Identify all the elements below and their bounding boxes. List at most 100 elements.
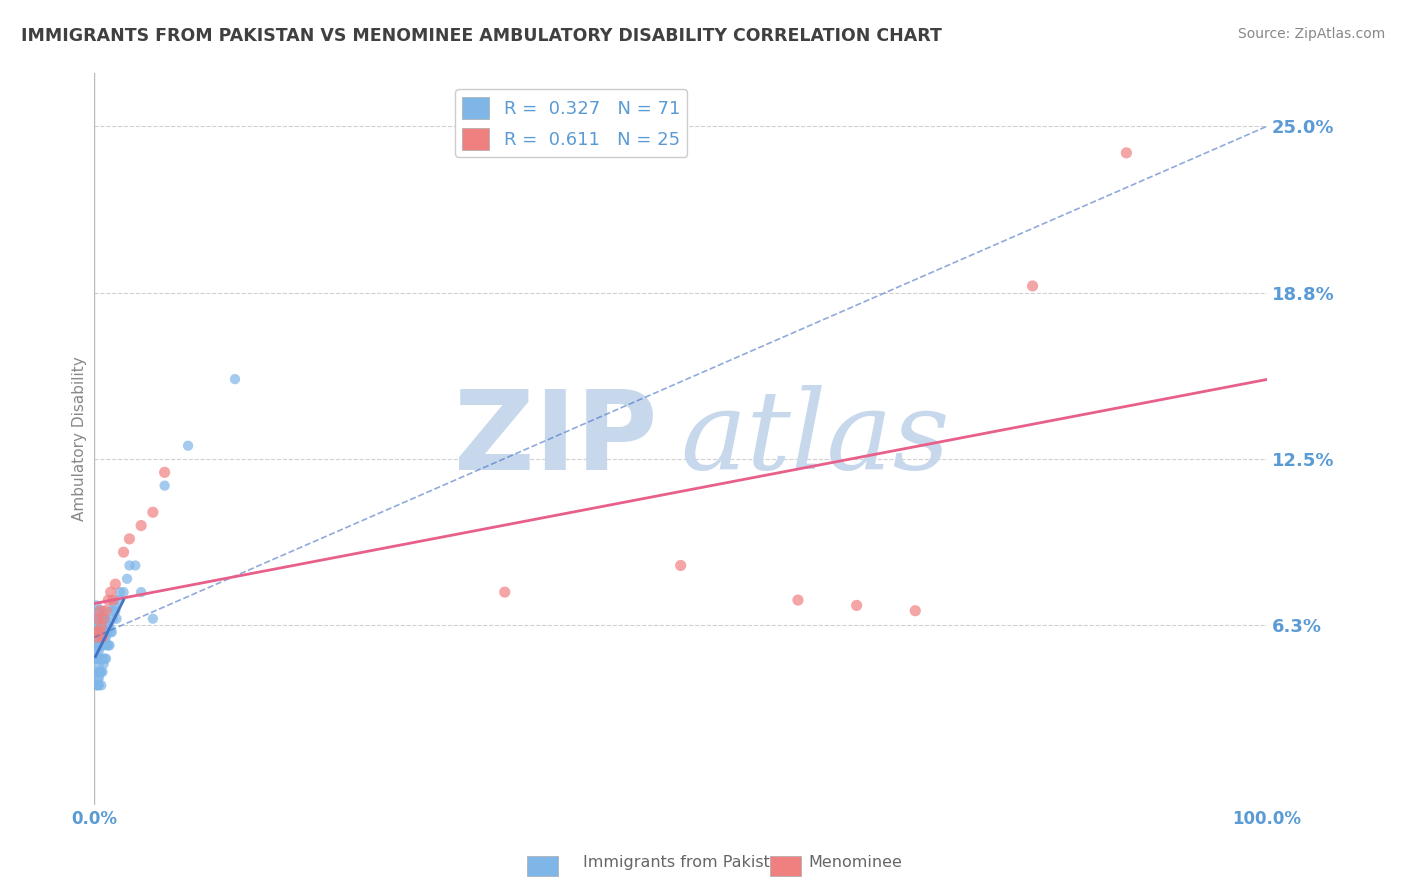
Legend: R =  0.327   N = 71, R =  0.611   N = 25: R = 0.327 N = 71, R = 0.611 N = 25 bbox=[456, 89, 688, 157]
Point bbox=[90, 638, 112, 652]
Point bbox=[90, 678, 112, 692]
Point bbox=[86, 620, 108, 634]
Point bbox=[89, 612, 111, 626]
Point bbox=[94, 604, 117, 618]
Point bbox=[103, 599, 125, 613]
Point bbox=[118, 532, 141, 546]
Point bbox=[1115, 145, 1137, 160]
Y-axis label: Ambulatory Disability: Ambulatory Disability bbox=[72, 357, 87, 522]
Point bbox=[86, 678, 108, 692]
Point bbox=[87, 612, 110, 626]
Point bbox=[84, 625, 107, 640]
Point bbox=[87, 678, 110, 692]
Point bbox=[89, 665, 111, 679]
Text: Immigrants from Pakistan: Immigrants from Pakistan bbox=[583, 855, 790, 870]
Point bbox=[93, 625, 115, 640]
Point bbox=[97, 620, 120, 634]
Point bbox=[124, 558, 146, 573]
Point bbox=[86, 631, 108, 645]
Point bbox=[90, 665, 112, 679]
Point bbox=[84, 638, 107, 652]
Point bbox=[86, 631, 108, 645]
Point bbox=[1021, 279, 1043, 293]
Point bbox=[91, 631, 114, 645]
Point bbox=[87, 643, 110, 657]
Point bbox=[90, 620, 112, 634]
Point bbox=[87, 631, 110, 645]
Point bbox=[94, 612, 117, 626]
Point bbox=[89, 604, 111, 618]
Point bbox=[87, 651, 110, 665]
Point bbox=[86, 651, 108, 665]
Point bbox=[669, 558, 692, 573]
Point bbox=[153, 465, 176, 479]
Point bbox=[87, 604, 110, 618]
Point bbox=[89, 638, 111, 652]
Point bbox=[104, 604, 127, 618]
Point bbox=[129, 518, 152, 533]
Point bbox=[177, 439, 200, 453]
Point bbox=[96, 625, 118, 640]
Point bbox=[98, 638, 121, 652]
Point bbox=[153, 478, 176, 492]
Point bbox=[94, 631, 117, 645]
Point bbox=[96, 638, 118, 652]
Point bbox=[904, 604, 927, 618]
Point bbox=[86, 599, 108, 613]
Point bbox=[112, 585, 135, 599]
Point bbox=[86, 643, 108, 657]
Point bbox=[86, 612, 108, 626]
Point bbox=[115, 572, 138, 586]
Point bbox=[94, 612, 117, 626]
Point bbox=[101, 593, 124, 607]
Point bbox=[104, 577, 127, 591]
Point bbox=[494, 585, 516, 599]
Point bbox=[100, 625, 122, 640]
Point bbox=[89, 651, 111, 665]
Point bbox=[142, 612, 165, 626]
Point bbox=[100, 585, 122, 599]
Point bbox=[94, 651, 117, 665]
Point bbox=[87, 625, 110, 640]
Point bbox=[98, 620, 121, 634]
Text: Menominee: Menominee bbox=[808, 855, 903, 870]
Text: ZIP: ZIP bbox=[454, 385, 657, 492]
Point bbox=[84, 651, 107, 665]
Point bbox=[94, 631, 117, 645]
Point bbox=[84, 625, 107, 640]
Text: IMMIGRANTS FROM PAKISTAN VS MENOMINEE AMBULATORY DISABILITY CORRELATION CHART: IMMIGRANTS FROM PAKISTAN VS MENOMINEE AM… bbox=[21, 27, 942, 45]
Point bbox=[87, 670, 110, 684]
Point bbox=[87, 657, 110, 671]
Point bbox=[97, 593, 120, 607]
Point bbox=[845, 599, 868, 613]
Point bbox=[93, 638, 115, 652]
Point bbox=[93, 657, 115, 671]
Point bbox=[101, 604, 124, 618]
Point bbox=[787, 593, 810, 607]
Text: Source: ZipAtlas.com: Source: ZipAtlas.com bbox=[1237, 27, 1385, 41]
Point bbox=[129, 585, 152, 599]
Point bbox=[91, 612, 114, 626]
Point bbox=[93, 612, 115, 626]
Point bbox=[112, 545, 135, 559]
Point bbox=[101, 612, 124, 626]
Point bbox=[108, 585, 131, 599]
Point bbox=[87, 620, 110, 634]
Point bbox=[87, 638, 110, 652]
Point bbox=[97, 638, 120, 652]
Text: atlas: atlas bbox=[681, 385, 950, 492]
Point bbox=[87, 678, 110, 692]
Point bbox=[87, 673, 110, 687]
Point bbox=[86, 665, 108, 679]
Point bbox=[93, 604, 115, 618]
Point bbox=[90, 620, 112, 634]
Point bbox=[87, 665, 110, 679]
Point bbox=[107, 593, 129, 607]
Point bbox=[224, 372, 246, 386]
Point bbox=[142, 505, 165, 519]
Point bbox=[91, 651, 114, 665]
Point bbox=[118, 558, 141, 573]
Point bbox=[91, 665, 114, 679]
Point bbox=[94, 651, 117, 665]
Point bbox=[89, 625, 111, 640]
